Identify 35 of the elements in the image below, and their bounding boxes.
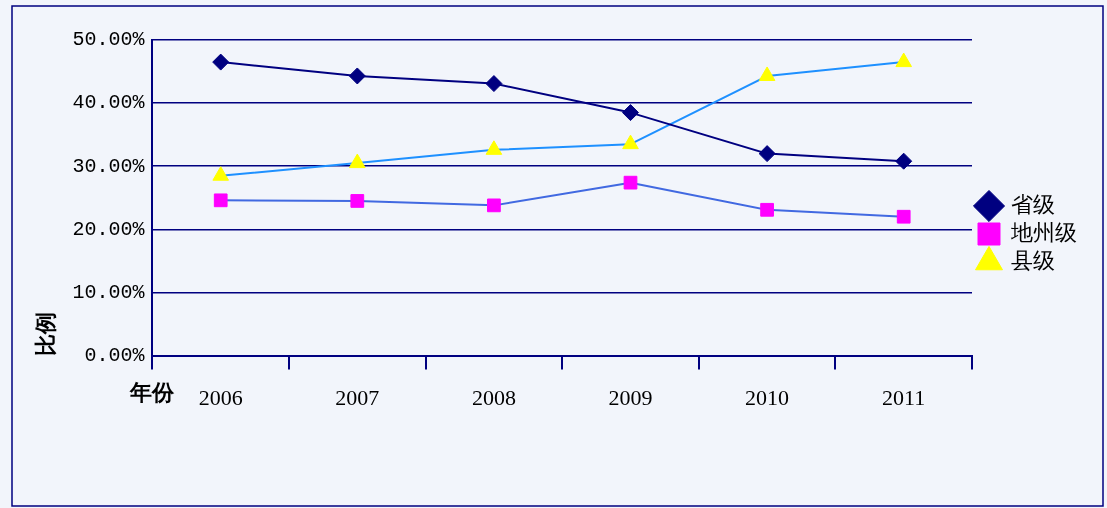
point [758,145,776,163]
point [350,194,365,208]
point [213,193,228,208]
point [212,166,230,181]
point [896,209,911,224]
point [760,202,774,217]
y-tick-label: 30.00% [72,154,146,178]
y-tick-label: 40.00% [72,91,146,115]
point [623,175,638,190]
point [895,52,912,68]
point [348,67,366,85]
x-tick-label: 2009 [608,384,653,410]
x-axis-title: 年份 [129,379,176,405]
y-tick-label: 0.00% [84,343,146,367]
point [895,152,913,170]
y-tick-label: 20.00% [72,217,146,241]
y-tick-label: 50.00% [72,28,146,52]
x-tick-label: 2006 [198,384,243,410]
point [212,53,230,71]
x-tick-label: 2007 [335,384,380,410]
legend-label: 省级 [1011,191,1055,217]
legend-label: 地州级 [1010,219,1077,245]
point [622,134,639,150]
y-axis-title: 比例 [32,311,58,356]
point [485,140,503,155]
point [487,198,501,213]
legend-label: 县级 [1011,247,1055,273]
x-tick-label: 2010 [745,384,790,410]
x-tick-label: 2011 [882,384,926,410]
point [485,75,503,93]
point [349,153,366,169]
y-tick-label: 10.00% [72,280,146,304]
point [622,104,640,122]
x-tick-label: 2008 [471,384,516,410]
point [758,66,776,81]
